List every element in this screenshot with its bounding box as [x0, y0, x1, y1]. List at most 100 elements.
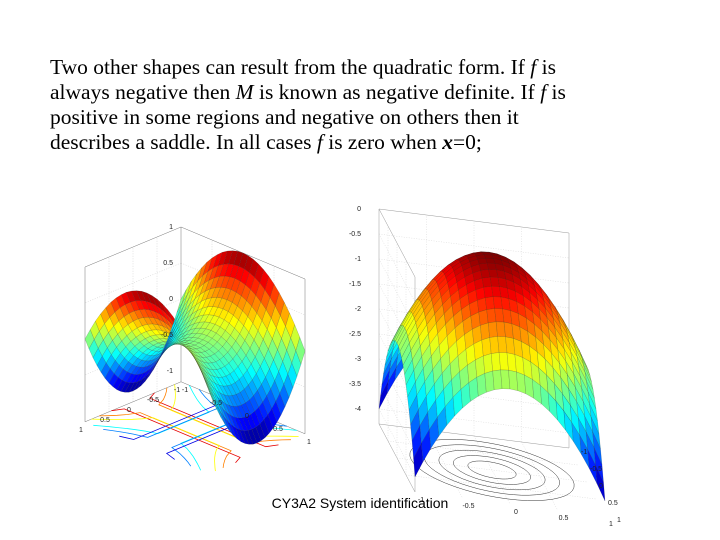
y-tick-label: -0.5: [147, 397, 159, 404]
surface-patch: [595, 465, 606, 502]
surface-patch: [485, 296, 495, 310]
contour-line: [91, 417, 220, 472]
contour-lines: [409, 439, 575, 501]
z-tick-label: -3.5: [349, 381, 361, 388]
contour-line: [438, 449, 546, 491]
z-tick-label: -1: [167, 368, 173, 375]
x-tick-label: 1: [609, 521, 613, 528]
surface-patch: [488, 321, 498, 338]
paragraph-line-4: describes a saddle. In all cases f is ze…: [50, 130, 690, 155]
contour-line: [467, 460, 517, 480]
text-run: positive in some regions and negative on…: [50, 105, 519, 129]
text-run: is zero when: [322, 130, 443, 154]
surface-patch: [491, 352, 501, 372]
y-tick-label: 1: [617, 517, 621, 524]
surface-patch: [483, 353, 493, 374]
paragraph-line-2: always negative then M is known as negat…: [50, 80, 690, 105]
paragraph-line-3: positive in some regions and negative on…: [50, 105, 690, 130]
surface-patch: [480, 269, 491, 279]
y-tick-label: 0.5: [100, 417, 110, 424]
paragraph-line-1: Two other shapes can result from the qua…: [50, 55, 690, 80]
z-tick-label: -0.5: [161, 332, 173, 339]
text-run: is: [546, 80, 566, 104]
z-tick-label: -3: [355, 356, 361, 363]
surface-patch: [486, 308, 497, 324]
surface-patch: [482, 276, 492, 288]
symbol-x-vector: x: [442, 130, 453, 154]
surface-patch: [484, 370, 495, 393]
x-tick-label: 0.5: [559, 515, 569, 522]
contour-line: [453, 455, 531, 485]
symbol-f: f: [316, 130, 323, 154]
axis-edge: [378, 208, 416, 278]
z-tick-label: -1.5: [349, 281, 361, 288]
surface-patch: [483, 286, 494, 298]
text-run: =0;: [453, 130, 482, 154]
axis-edge: [378, 208, 570, 234]
z-tick-label: -2: [355, 306, 361, 313]
y-tick-label: -0.5: [590, 466, 602, 473]
surface-mesh: [378, 251, 606, 502]
z-tick-label: -0.5: [349, 231, 361, 238]
symbol-f: f: [540, 80, 547, 104]
contour-line: [99, 412, 232, 468]
contour-line: [93, 385, 210, 435]
x-tick-label: 0: [514, 509, 518, 516]
x-tick-label: -0.5: [210, 400, 222, 407]
y-tick-label: 1: [79, 427, 83, 434]
surface-patch: [479, 262, 489, 271]
contour-line: [149, 392, 279, 448]
y-tick-label: -1: [174, 387, 180, 394]
x-tick-label: -1: [182, 387, 188, 394]
contour-line: [170, 384, 299, 439]
grid-line: [405, 474, 597, 500]
saddle-surface-svg: 1 0.5 0 -0.5 -1 1 0.5 0 -0.5 -1 1 0.5 0 -0.5 -1: [79, 224, 311, 472]
y-tick-label: 0: [127, 407, 131, 414]
surface-patch: [476, 373, 487, 397]
z-tick-label: 0: [169, 296, 173, 303]
surface-patch: [489, 336, 500, 354]
z-tick-label: 1: [169, 224, 173, 231]
text-run: Two other shapes can result from the qua…: [50, 55, 531, 79]
contour-line: [180, 421, 297, 471]
y-tick-label: -1: [581, 449, 587, 456]
contour-line: [111, 408, 241, 463]
surface-patch: [478, 309, 489, 326]
saddle-surface-plot: 1 0.5 0 -0.5 -1 1 0.5 0 -0.5 -1 1 0.5 0 -0.5 -1: [60, 224, 330, 490]
contour-line: [409, 439, 575, 501]
text-run: describes a saddle. In all cases: [50, 130, 317, 154]
text-run: always negative then: [50, 80, 236, 104]
contour-line: [424, 444, 560, 496]
negative-definite-surface-svg: 0 -0.5 -1 -1.5 -2 -2.5 -3 -3.5 -4 1 0.5 0 -0.5 -1 1 0.5…: [349, 206, 621, 528]
x-tick-label: -0.5: [462, 503, 474, 510]
body-paragraph: Two other shapes can result from the qua…: [50, 55, 690, 155]
z-tick-label: 0: [357, 206, 361, 213]
slide-footer: CY3A2 System identification: [271, 495, 449, 511]
surface-patch: [176, 289, 187, 313]
negative-definite-surface-plot: 0 -0.5 -1 -1.5 -2 -2.5 -3 -3.5 -4 1 0.5 0 -0.5 -1 1 0.5…: [340, 206, 645, 528]
grid-line: [387, 440, 579, 466]
text-run: is known as negative definite. If: [253, 80, 541, 104]
grid-line: [521, 441, 558, 511]
symbol-M: M: [235, 80, 254, 104]
surface-patch: [481, 337, 492, 357]
z-tick-label: 0.5: [163, 260, 173, 267]
contour-lines: [91, 384, 299, 472]
y-tick-label: 0: [599, 483, 603, 490]
surface-patch: [492, 369, 503, 390]
x-tick-label: 1: [307, 439, 311, 446]
z-tick-label: -1: [355, 256, 361, 263]
z-tick-label: -4: [355, 406, 361, 413]
surface-mesh: [84, 250, 306, 445]
x-tick-label: 0.5: [273, 426, 283, 433]
y-tick-label: 0.5: [608, 500, 618, 507]
grid-line: [396, 457, 588, 483]
symbol-f: f: [530, 55, 537, 79]
x-tick-label: -1: [418, 497, 424, 504]
text-run: is: [536, 55, 556, 79]
surface-patch: [480, 322, 490, 341]
axis-edge: [84, 226, 182, 268]
x-tick-label: 0: [245, 413, 249, 420]
z-tick-label: -2.5: [349, 331, 361, 338]
contour-line: [103, 389, 219, 438]
